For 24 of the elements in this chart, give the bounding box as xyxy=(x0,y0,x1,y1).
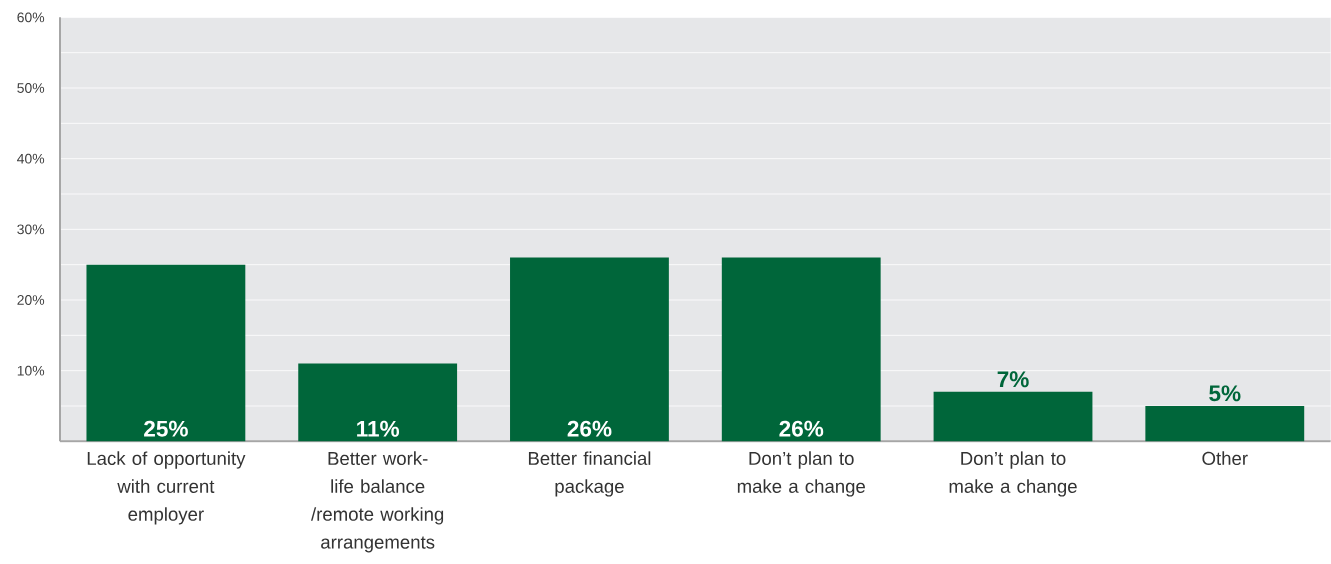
bar xyxy=(86,264,246,442)
y-tick-label: 50% xyxy=(17,83,45,93)
y-tick-label: 40% xyxy=(17,153,45,164)
data-label: 5% xyxy=(1209,385,1241,402)
y-tick-label: 20% xyxy=(17,295,45,305)
bar xyxy=(721,257,881,442)
x-tick-label: Don’t plan to make a change xyxy=(949,451,1077,497)
bar xyxy=(1145,406,1305,442)
bar xyxy=(933,391,1093,442)
y-tick-label: 60% xyxy=(17,12,45,23)
data-label: 26% xyxy=(567,420,612,437)
data-label: 7% xyxy=(997,371,1029,388)
bar xyxy=(298,363,458,442)
data-label: 26% xyxy=(779,420,824,437)
y-tick-label: 30% xyxy=(17,224,45,235)
x-tick-label: Better financial package xyxy=(528,451,651,497)
x-tick-label: Lack of opportunity with current employer xyxy=(87,451,246,525)
data-label: 11% xyxy=(357,420,400,437)
x-tick-label: Better work-life balance /remote working arrangements xyxy=(311,451,444,553)
x-tick-label: Other xyxy=(1202,451,1248,466)
bar xyxy=(510,257,669,442)
x-tick-label: Don’t plan to make a change xyxy=(737,451,865,497)
y-tick-label: 10% xyxy=(17,365,45,376)
data-label: 25% xyxy=(144,420,188,437)
